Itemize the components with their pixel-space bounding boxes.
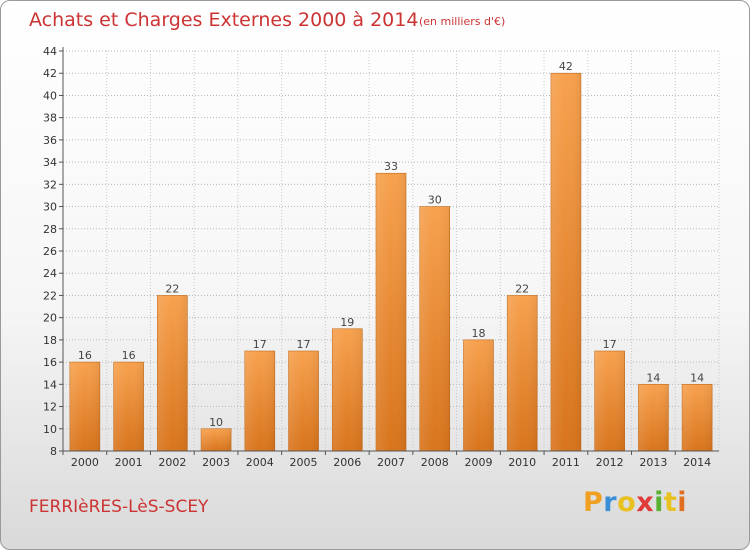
value-label: 19 xyxy=(340,316,354,329)
chart-unit: (en milliers d'€) xyxy=(419,15,506,28)
bar-shine xyxy=(69,362,100,451)
x-tick-label: 2008 xyxy=(421,456,449,469)
bar-shine xyxy=(507,295,538,451)
value-label: 30 xyxy=(428,194,442,207)
y-tick-label: 30 xyxy=(43,201,57,214)
y-tick-label: 10 xyxy=(43,423,57,436)
x-tick-label: 2007 xyxy=(377,456,405,469)
logo-letter: t xyxy=(663,487,678,518)
value-label: 16 xyxy=(122,349,136,362)
value-label: 33 xyxy=(384,160,398,173)
value-label: 17 xyxy=(603,338,617,351)
y-tick-label: 38 xyxy=(43,112,57,125)
x-tick-label: 2004 xyxy=(246,456,274,469)
x-tick-label: 2006 xyxy=(333,456,361,469)
value-label: 22 xyxy=(515,282,529,295)
bar-shine xyxy=(157,295,188,451)
value-label: 17 xyxy=(297,338,311,351)
bar-shine xyxy=(594,351,625,451)
value-label: 14 xyxy=(690,371,704,384)
x-tick-label: 2013 xyxy=(639,456,667,469)
value-label: 10 xyxy=(209,416,223,429)
y-tick-label: 28 xyxy=(43,223,57,236)
x-tick-label: 2000 xyxy=(71,456,99,469)
value-label: 22 xyxy=(165,282,179,295)
bar-shine xyxy=(376,173,406,451)
y-tick-label: 32 xyxy=(43,178,57,191)
x-tick-label: 2010 xyxy=(508,456,536,469)
y-tick-label: 42 xyxy=(43,67,57,80)
value-label: 16 xyxy=(78,349,92,362)
bar-shine xyxy=(463,339,494,451)
bar-shine xyxy=(113,362,144,451)
y-tick-label: 16 xyxy=(43,356,57,369)
value-label: 18 xyxy=(471,327,485,340)
y-tick-label: 44 xyxy=(43,45,57,58)
value-label: 42 xyxy=(559,60,573,73)
x-tick-label: 2003 xyxy=(202,456,230,469)
y-tick-label: 20 xyxy=(43,312,57,325)
bar-shine xyxy=(332,328,363,451)
y-tick-label: 34 xyxy=(43,156,57,169)
x-tick-label: 2002 xyxy=(158,456,186,469)
x-tick-label: 2014 xyxy=(683,456,711,469)
bar-shine xyxy=(638,384,669,451)
logo-letter: r xyxy=(603,487,618,518)
y-tick-label: 24 xyxy=(43,267,57,280)
bar-shine xyxy=(682,384,713,451)
value-label: 17 xyxy=(253,338,267,351)
commune-name: FERRIèRES-LèS-SCEY xyxy=(29,497,209,517)
y-tick-label: 22 xyxy=(43,289,57,302)
logo-letter: x xyxy=(636,487,655,518)
logo-letter: i xyxy=(654,487,664,518)
y-tick-label: 40 xyxy=(43,89,57,102)
x-tick-label: 2009 xyxy=(464,456,492,469)
chart-title: Achats et Charges Externes 2000 à 2014 xyxy=(29,9,419,31)
bar-shine xyxy=(244,351,275,451)
logo-letter: i xyxy=(677,487,688,518)
bar-shine xyxy=(419,206,450,451)
y-tick-label: 8 xyxy=(50,445,57,458)
bar-shine xyxy=(288,351,319,451)
proxiti-logo[interactable]: Proxiti xyxy=(583,487,687,518)
bar-shine xyxy=(201,428,232,451)
x-tick-label: 2012 xyxy=(596,456,624,469)
value-label: 14 xyxy=(646,371,660,384)
x-tick-label: 2001 xyxy=(115,456,143,469)
y-tick-label: 14 xyxy=(43,378,57,391)
logo-letter: P xyxy=(583,487,604,518)
y-tick-label: 26 xyxy=(43,245,57,258)
bar-shine xyxy=(550,73,581,451)
logo-letter: o xyxy=(617,487,637,518)
x-tick-label: 2005 xyxy=(290,456,318,469)
x-tick-label: 2011 xyxy=(552,456,580,469)
y-tick-label: 12 xyxy=(43,401,57,414)
y-tick-label: 18 xyxy=(43,334,57,347)
y-tick-label: 36 xyxy=(43,134,57,147)
